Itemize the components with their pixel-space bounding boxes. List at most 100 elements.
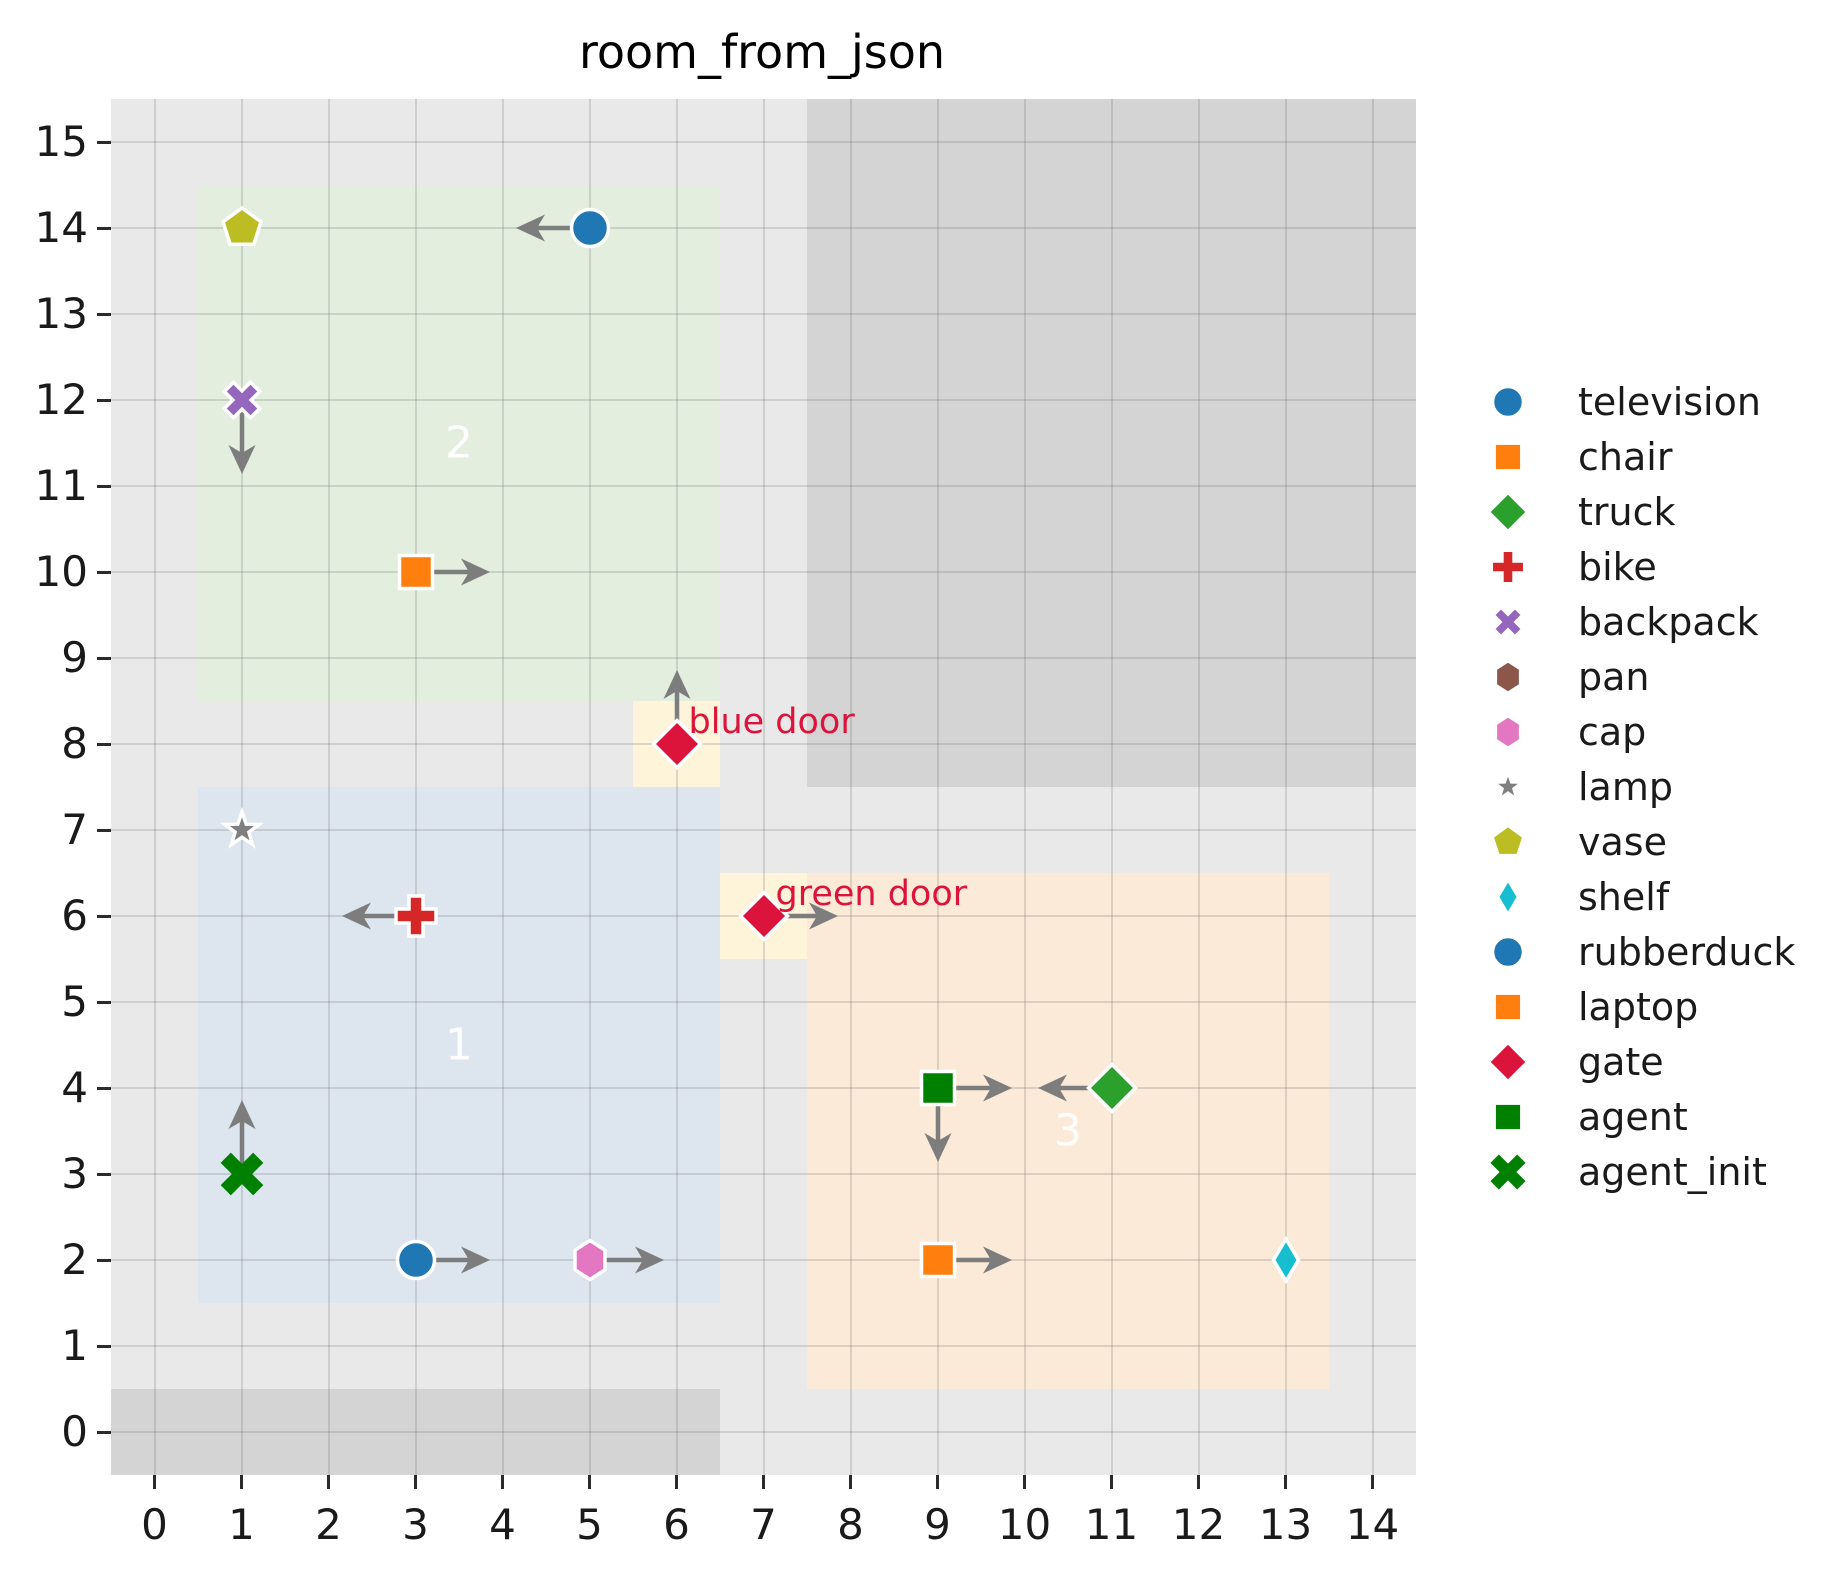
x-tick-1: [240, 1475, 243, 1489]
gridline-x-12: [1197, 99, 1200, 1475]
marker-backpack: [221, 379, 262, 474]
legend-item-shelf: shelf: [1470, 869, 1830, 924]
legend-item-agent: agent: [1470, 1089, 1830, 1144]
legend-item-pan: pan: [1470, 649, 1830, 704]
x-tick-label-6: 6: [663, 1500, 690, 1549]
x-tick-10: [1023, 1475, 1026, 1489]
x-tick-label-0: 0: [141, 1500, 168, 1549]
x-tick-label-3: 3: [402, 1500, 429, 1549]
x-tick-label-7: 7: [750, 1500, 777, 1549]
x-tick-11: [1110, 1475, 1113, 1489]
marker-truck: [1037, 1062, 1138, 1114]
y-tick-1: [97, 1344, 111, 1348]
gridline-x-9: [936, 99, 939, 1475]
arrow-right-icon: [947, 1246, 1012, 1274]
y-tick-label-1: 1: [61, 1321, 88, 1370]
marker-agent_init: [220, 1100, 263, 1196]
gate-legend-diamond-icon: [1486, 1040, 1530, 1083]
x-tick-12: [1197, 1475, 1200, 1489]
plot-title: room_from_json: [578, 25, 946, 79]
y-tick-5: [97, 1000, 111, 1004]
legend-label-gate: gate: [1578, 1039, 1664, 1084]
gridline-x-5: [588, 99, 591, 1475]
gridline-y-11: [111, 485, 1416, 487]
gridline-y-0: [111, 1431, 1416, 1433]
y-tick-7: [97, 828, 111, 832]
gridline-y-8: [111, 743, 1416, 745]
legend-item-chair: chair: [1470, 429, 1830, 484]
room-1-region: [198, 787, 720, 1303]
gridline-y-12: [111, 399, 1416, 401]
room-label-3: 3: [1054, 1105, 1082, 1157]
room-3-region: [807, 873, 1329, 1389]
legend-label-television: television: [1578, 379, 1761, 424]
legend-label-laptop: laptop: [1578, 984, 1699, 1029]
legend-item-bike: bike: [1470, 539, 1830, 594]
y-tick-8: [97, 742, 111, 746]
marker-chair: [397, 553, 490, 591]
room-2-region: [198, 185, 720, 701]
legend-label-vase: vase: [1578, 819, 1667, 864]
y-tick-10: [97, 570, 111, 574]
x-tick-3: [414, 1475, 417, 1489]
x-tick-0: [153, 1475, 156, 1489]
legend: television chair truck bike backpack pan cap la…: [1470, 374, 1830, 1199]
gridline-y-13: [111, 313, 1416, 315]
legend-label-truck: truck: [1578, 489, 1676, 534]
gridline-x-6: [675, 99, 678, 1475]
y-tick-6: [97, 914, 111, 918]
x-tick-label-1: 1: [228, 1500, 255, 1549]
y-tick-label-0: 0: [61, 1407, 88, 1456]
y-tick-label-8: 8: [61, 719, 88, 768]
x-tick-7: [762, 1475, 765, 1489]
gridline-y-4: [111, 1087, 1416, 1089]
gridline-x-4: [501, 99, 504, 1475]
wall-top-right: [807, 99, 1416, 787]
y-tick-label-6: 6: [61, 891, 88, 940]
plot-area: 1 2 3 blue door green door: [111, 99, 1416, 1475]
x-tick-label-5: 5: [576, 1500, 603, 1549]
gridline-x-3: [414, 99, 417, 1475]
legend-item-backpack: backpack: [1470, 594, 1830, 649]
x-tick-label-2: 2: [315, 1500, 342, 1549]
y-tick-label-12: 12: [34, 375, 88, 424]
gridline-x-8: [849, 99, 852, 1475]
legend-item-agent_init: agent_init: [1470, 1144, 1830, 1199]
backpack-x-icon: [221, 379, 262, 421]
legend-item-television: television: [1470, 374, 1830, 429]
y-tick-11: [97, 484, 111, 488]
x-tick-4: [501, 1475, 504, 1489]
y-tick-13: [97, 312, 111, 316]
x-tick-label-12: 12: [1171, 1500, 1226, 1549]
arrow-right-icon: [947, 1074, 1012, 1102]
agent-square-icon: [919, 1069, 956, 1107]
gridline-y-14: [111, 227, 1416, 229]
gridline-y-5: [111, 1001, 1416, 1003]
legend-item-laptop: laptop: [1470, 979, 1830, 1034]
legend-item-lamp: lamp: [1470, 759, 1830, 814]
backpack-legend-x-icon: [1491, 604, 1525, 639]
y-tick-label-11: 11: [34, 461, 88, 510]
gridline-y-3: [111, 1173, 1416, 1175]
lamp-star-icon: [219, 806, 264, 849]
arrow-down-icon: [228, 410, 255, 474]
rubberduck-legend-circle-icon: [1491, 934, 1525, 969]
gate-diamond-icon: [737, 890, 790, 942]
gridline-x-10: [1023, 99, 1026, 1475]
x-tick-label-4: 4: [489, 1500, 516, 1549]
cap-hexagon-icon: [572, 1238, 607, 1282]
vase-pentagon-icon: [220, 205, 263, 246]
x-tick-5: [588, 1475, 591, 1489]
arrow-down-icon: [924, 1098, 951, 1162]
x-tick-label-13: 13: [1258, 1500, 1313, 1549]
gridline-x-11: [1110, 99, 1113, 1475]
room-label-2: 2: [445, 417, 473, 469]
marker-lamp: [219, 806, 264, 849]
truck-legend-diamond-icon: [1486, 490, 1530, 533]
gridline-y-7: [111, 829, 1416, 831]
legend-item-truck: truck: [1470, 484, 1830, 539]
television-legend-circle-icon: [1491, 384, 1525, 419]
y-tick-14: [97, 226, 111, 230]
y-tick-label-13: 13: [34, 289, 88, 338]
